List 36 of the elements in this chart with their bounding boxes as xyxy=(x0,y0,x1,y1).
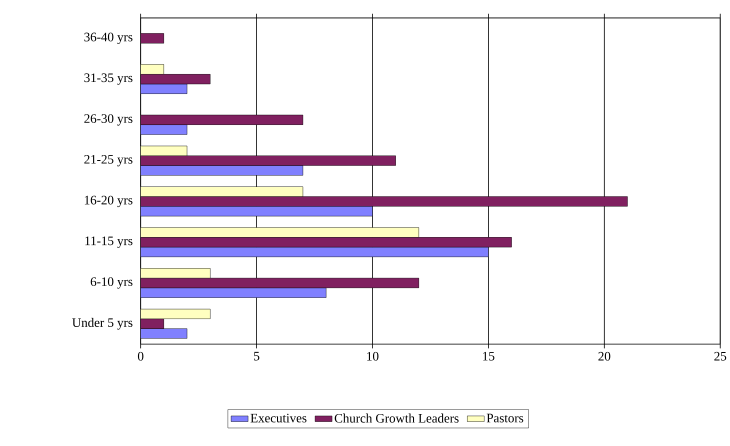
bar xyxy=(140,308,210,320)
x-tick-label: 20 xyxy=(598,352,610,361)
bar xyxy=(140,84,188,94)
legend-label: Church Growth Leaders xyxy=(334,414,459,423)
y-tick-label: 31-35 yrs xyxy=(84,73,132,85)
y-tick-label: 26-30 yrs xyxy=(84,114,132,126)
bar xyxy=(140,196,628,207)
y-tick-label: 16-20 yrs xyxy=(84,196,132,208)
bar xyxy=(140,278,420,288)
x-tick-label: 25 xyxy=(714,352,726,361)
bar xyxy=(140,237,512,248)
y-tick-label: Under 5 yrs xyxy=(72,318,132,330)
x-tick-label: 15 xyxy=(483,352,494,361)
bar xyxy=(140,156,396,166)
bar xyxy=(140,74,210,84)
bar xyxy=(140,268,210,278)
legend-label: Executives xyxy=(250,414,306,422)
bar xyxy=(140,165,304,176)
bar xyxy=(140,186,304,197)
bar xyxy=(140,328,188,339)
y-tick-label: 11-15 yrs xyxy=(85,236,132,248)
x-tick-label: 0 xyxy=(138,352,144,361)
bar xyxy=(140,114,304,126)
bar xyxy=(140,288,326,298)
bar xyxy=(140,206,373,216)
x-tick-label: 10 xyxy=(367,352,378,361)
bar xyxy=(140,124,188,135)
bar xyxy=(140,246,489,258)
y-tick-label: 6-10 yrs xyxy=(90,277,132,289)
bar xyxy=(140,227,420,238)
x-tick-label: 5 xyxy=(254,352,260,361)
y-tick-label: 36-40 yrs xyxy=(84,32,132,44)
bar xyxy=(140,146,188,156)
legend-label: Pastors xyxy=(486,414,524,422)
bar xyxy=(140,318,164,329)
y-tick-label: 21-25 yrs xyxy=(84,155,132,166)
